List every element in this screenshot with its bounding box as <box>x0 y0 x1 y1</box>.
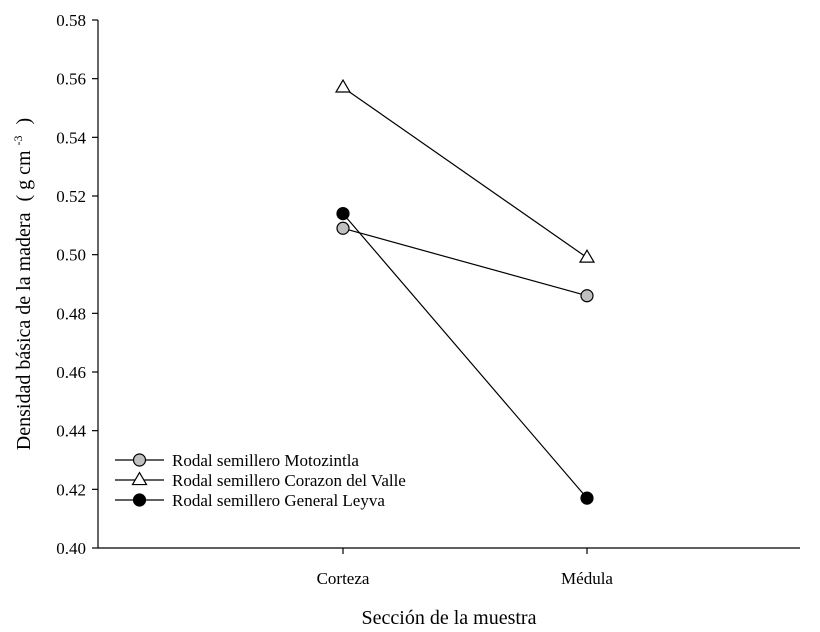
y-tick-label: 0.46 <box>56 363 86 382</box>
data-point <box>580 289 594 303</box>
series-layer <box>334 78 596 505</box>
legend-marker <box>131 471 148 486</box>
data-point <box>336 221 350 235</box>
y-tick-label: 0.54 <box>56 128 86 147</box>
y-axis-unit-exponent: -3 <box>11 135 25 145</box>
series-3 <box>336 207 594 505</box>
series-1 <box>336 221 594 303</box>
y-axis-title-text: Densidad básica de la madera <box>13 212 35 450</box>
legend-label: Rodal semillero Corazon del Valle <box>172 471 406 490</box>
y-tick-label: 0.52 <box>56 187 86 206</box>
y-tick-label: 0.58 <box>56 11 86 30</box>
y-axis-unit-close: ) <box>13 118 35 125</box>
series-line <box>342 227 588 297</box>
y-tick-label: 0.40 <box>56 539 86 558</box>
y-tick-label: 0.50 <box>56 246 86 265</box>
y-axis-title: Densidad básica de la madera ( g cm -3 ) <box>5 118 35 450</box>
data-point <box>336 207 350 221</box>
legend-label: Rodal semillero General Leyva <box>172 491 385 510</box>
x-tick-label: Médula <box>561 569 613 588</box>
y-axis-unit-open: ( g cm <box>13 150 35 202</box>
x-tick-label: Corteza <box>317 569 370 588</box>
y-tick-label: 0.44 <box>56 422 86 441</box>
legend-marker <box>132 493 147 507</box>
x-axis-title: Sección de la muestra <box>362 607 537 629</box>
x-axis-ticks: Corteza Médula <box>317 548 613 588</box>
data-point <box>334 78 352 93</box>
series-2 <box>334 78 596 263</box>
legend-item: Rodal semillero Corazon del Valle <box>115 471 406 490</box>
legend-item: Rodal semillero Motozintla <box>115 451 359 470</box>
series-line <box>342 213 588 499</box>
legend-item: Rodal semillero General Leyva <box>115 491 385 510</box>
legend-label: Rodal semillero Motozintla <box>172 451 359 470</box>
y-tick-label: 0.42 <box>56 480 86 499</box>
y-axis-ticks: 0.40 0.42 0.44 0.46 0.48 0.50 0.52 0.54 0.56 0.58 <box>56 11 98 558</box>
data-point <box>580 491 594 505</box>
data-point <box>578 248 596 263</box>
y-tick-label: 0.56 <box>56 70 86 89</box>
legend-marker <box>132 453 147 467</box>
axes <box>97 20 800 549</box>
y-tick-label: 0.48 <box>56 304 86 323</box>
series-line <box>342 86 588 259</box>
